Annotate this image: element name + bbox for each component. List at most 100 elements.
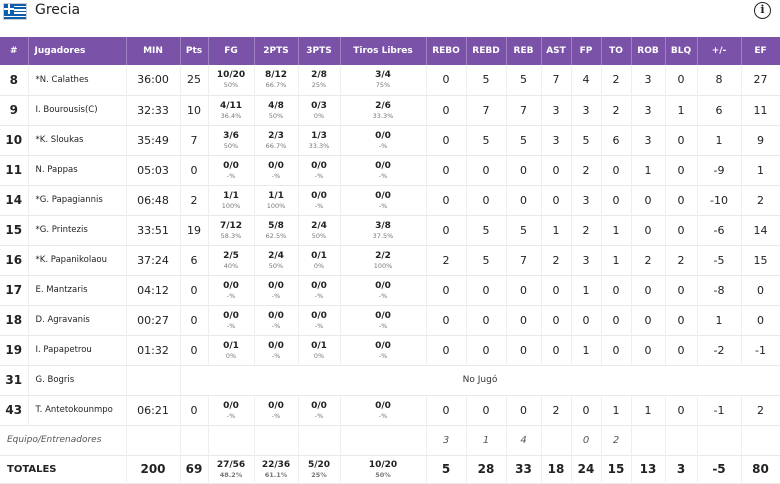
fg-percentage: -%: [226, 321, 236, 330]
player-name[interactable]: I. Papapetrou: [28, 335, 127, 365]
fp-cell: 0: [571, 305, 602, 335]
rebo-cell: 0: [426, 215, 467, 245]
empty-cell: [340, 425, 427, 455]
rob-cell: 0: [631, 275, 666, 305]
player-name[interactable]: I. Bourousis(C): [28, 95, 127, 125]
totals-label: TOTALES: [0, 455, 127, 483]
player-name[interactable]: *N. Calathes: [28, 65, 127, 95]
min-cell: 36:00: [126, 65, 181, 95]
blq-cell: [665, 425, 698, 455]
p2-made-attempted: 8/12: [264, 70, 288, 81]
reb-cell: 0: [506, 335, 542, 365]
pm-cell: [697, 425, 742, 455]
empty-cell: [126, 425, 181, 455]
ft-cell: 0/0 -%: [340, 395, 427, 425]
blq-cell: 0: [665, 65, 698, 95]
player-number: 10: [0, 125, 29, 155]
column-header[interactable]: MIN: [126, 37, 181, 65]
player-name[interactable]: *K. Papanikolaou: [28, 245, 127, 275]
rob-cell: 1: [631, 395, 666, 425]
rob-cell: 13: [631, 455, 666, 483]
rob-cell: 2: [631, 245, 666, 275]
rebo-cell: 0: [426, 155, 467, 185]
p2-cell: 8/12 66.7%: [254, 65, 299, 95]
info-icon[interactable]: i: [754, 2, 771, 19]
min-cell: 04:12: [126, 275, 181, 305]
player-name[interactable]: *G. Printezis: [28, 215, 127, 245]
fp-cell: 0: [571, 395, 602, 425]
fg-cell: 3/6 50%: [208, 125, 255, 155]
column-header[interactable]: REBD: [466, 37, 507, 65]
fg-made-attempted: 0/0: [223, 280, 239, 291]
to-cell: 0: [601, 335, 632, 365]
min-cell: 35:49: [126, 125, 181, 155]
column-header[interactable]: FP: [571, 37, 602, 65]
player-name[interactable]: N. Pappas: [28, 155, 127, 185]
p2-percentage: -%: [271, 321, 281, 330]
ef-cell: 80: [741, 455, 780, 483]
empty-cell: [208, 425, 255, 455]
blq-cell: 0: [665, 305, 698, 335]
ft-percentage: -%: [378, 171, 388, 180]
fg-percentage: 48.2%: [219, 470, 243, 479]
ef-cell: [741, 425, 780, 455]
fg-made-attempted: 10/20: [216, 70, 246, 81]
column-header[interactable]: 2PTS: [254, 37, 299, 65]
column-header[interactable]: Jugadores: [28, 37, 127, 65]
pts-cell: 25: [180, 65, 209, 95]
column-header[interactable]: AST: [541, 37, 572, 65]
column-header[interactable]: BLQ: [665, 37, 698, 65]
player-name[interactable]: *G. Papagiannis: [28, 185, 127, 215]
player-name[interactable]: D. Agravanis: [28, 305, 127, 335]
column-header[interactable]: +/-: [697, 37, 742, 65]
column-header[interactable]: Pts: [180, 37, 209, 65]
fg-made-attempted: 0/0: [223, 310, 239, 321]
p2-cell: 0/0 -%: [254, 305, 299, 335]
player-name[interactable]: T. Antetokounmpo: [28, 395, 127, 425]
fg-made-attempted: 0/1: [223, 340, 239, 351]
p2-cell: 0/0 -%: [254, 275, 299, 305]
player-number: 15: [0, 215, 29, 245]
column-header[interactable]: 3PTS: [298, 37, 341, 65]
p2-percentage: -%: [271, 411, 281, 420]
player-name[interactable]: E. Mantzaris: [28, 275, 127, 305]
pts-cell: 7: [180, 125, 209, 155]
column-header[interactable]: TO: [601, 37, 632, 65]
rebo-cell: 3: [426, 425, 467, 455]
table-header: # Jugadores MIN Pts FG 2PTS 3PTS Tiros Libres RE…: [0, 37, 780, 65]
player-row: 16 *K. Papanikolaou 37:24 6 2/5 40% 2/4 50% 0/1 0…: [0, 245, 780, 275]
reb-cell: 0: [506, 275, 542, 305]
fg-cell: 2/5 40%: [208, 245, 255, 275]
ft-cell: 0/0 -%: [340, 305, 427, 335]
ast-cell: 3: [541, 125, 572, 155]
rob-cell: [631, 425, 666, 455]
player-name[interactable]: *K. Sloukas: [28, 125, 127, 155]
column-header[interactable]: Tiros Libres: [340, 37, 427, 65]
player-row: 10 *K. Sloukas 35:49 7 3/6 50% 2/3 66.7% 1/3 33.3…: [0, 125, 780, 155]
rebd-cell: 0: [466, 335, 507, 365]
p3-made-attempted: 0/1: [311, 250, 327, 261]
fg-cell: 27/56 48.2%: [208, 455, 255, 483]
p3-cell: 5/20 25%: [298, 455, 341, 483]
column-header[interactable]: ROB: [631, 37, 666, 65]
column-header[interactable]: #: [0, 37, 29, 65]
p2-made-attempted: 1/1: [268, 190, 284, 201]
ft-made-attempted: 0/0: [375, 160, 391, 171]
empty-cell: [254, 425, 299, 455]
team-name: Grecia: [35, 2, 81, 18]
p2-made-attempted: 0/0: [268, 310, 284, 321]
p3-cell: 0/3 0%: [298, 95, 341, 125]
fg-made-attempted: 0/0: [223, 160, 239, 171]
ft-made-attempted: 0/0: [375, 310, 391, 321]
fg-cell: 0/0 -%: [208, 155, 255, 185]
column-header[interactable]: EF: [741, 37, 780, 65]
column-header[interactable]: FG: [208, 37, 255, 65]
player-name[interactable]: G. Bogris: [28, 365, 127, 395]
pts-cell: 0: [180, 395, 209, 425]
pts-cell: 0: [180, 335, 209, 365]
rebd-cell: 0: [466, 395, 507, 425]
to-cell: 1: [601, 245, 632, 275]
column-header[interactable]: REBO: [426, 37, 467, 65]
empty-cell: [180, 425, 209, 455]
column-header[interactable]: REB: [506, 37, 542, 65]
